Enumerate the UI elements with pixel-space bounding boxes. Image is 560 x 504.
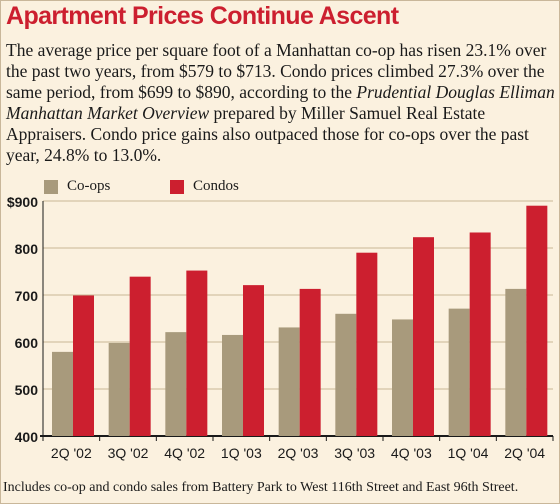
intro-source-italic: Prudential Douglas Elliman Manhattan Mar… <box>6 82 555 123</box>
legend-swatch-condos <box>170 179 184 194</box>
y-tick-label: 800 <box>15 241 39 257</box>
legend-label-coops: Co-ops <box>67 178 111 194</box>
bar-condos <box>129 276 151 436</box>
bar-coops <box>448 308 470 436</box>
y-tick-label: $900 <box>7 194 38 210</box>
bar-coops <box>165 332 187 436</box>
bar-coops <box>108 342 130 436</box>
bar-condos <box>356 252 378 436</box>
bar-coops <box>335 313 357 436</box>
y-tick-label: 700 <box>15 288 39 304</box>
intro-paragraph: The average price per square foot of a M… <box>6 40 556 166</box>
bar-coops <box>278 327 300 436</box>
y-tick-label: 600 <box>15 335 39 351</box>
bar-condos <box>73 295 94 436</box>
legend-item-condos: Condos <box>170 178 239 195</box>
x-tick-label: 4Q '03 <box>391 445 432 461</box>
legend-item-coops: Co-ops <box>44 178 110 195</box>
intro-text-1: The average price per square foot of a M… <box>6 40 547 102</box>
chart-title: Apartment Prices Continue Ascent <box>6 2 399 30</box>
x-tick-label: 4Q '02 <box>164 445 205 461</box>
y-tick-label: 400 <box>15 429 39 445</box>
bar-coops <box>392 319 413 436</box>
x-tick-label: 3Q '03 <box>334 445 375 461</box>
x-tick-label: 2Q '04 <box>504 445 545 461</box>
legend-label-condos: Condos <box>193 178 239 194</box>
footnote: Includes co-op and condo sales from Batt… <box>3 480 519 495</box>
x-tick-label: 2Q '02 <box>51 445 92 461</box>
x-tick-label: 1Q '04 <box>448 445 489 461</box>
bar-condos <box>526 205 548 436</box>
y-tick-label: 500 <box>15 382 39 398</box>
x-tick-label: 3Q '02 <box>108 445 149 461</box>
bar-condos <box>186 270 208 436</box>
bar-condos <box>469 232 491 436</box>
bar-condos <box>413 237 434 436</box>
legend-swatch-coops <box>44 179 58 194</box>
x-tick-label: 2Q '03 <box>278 445 319 461</box>
bar-condos <box>243 285 264 436</box>
intro-text-2: prepared by Miller Samuel Real Estate Ap… <box>6 103 529 165</box>
bar-coops <box>222 334 243 436</box>
bar-condos <box>299 288 321 436</box>
x-tick-label: 1Q '03 <box>221 445 262 461</box>
bar-coops <box>505 288 527 436</box>
bar-coops <box>52 351 73 436</box>
